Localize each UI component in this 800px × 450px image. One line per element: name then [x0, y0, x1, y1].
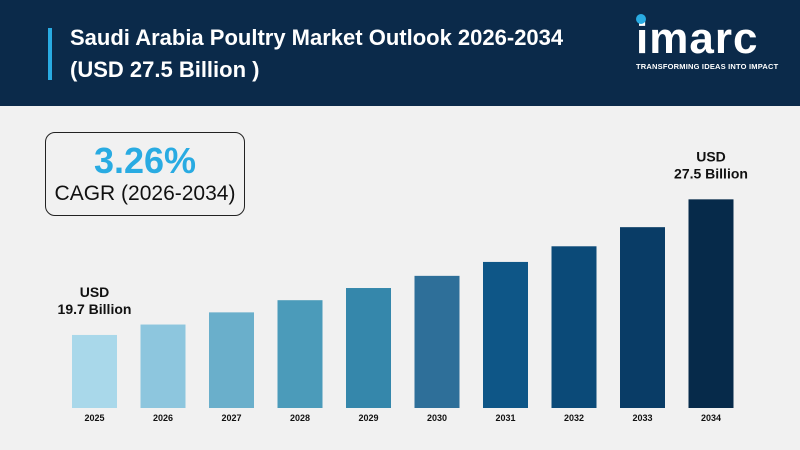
- cagr-label: CAGR (2026-2034): [54, 182, 236, 205]
- x-tick-2031: 2031: [495, 413, 515, 423]
- annotation-2025-line2: 19.7 Billion: [58, 301, 132, 317]
- x-tick-2030: 2030: [427, 413, 447, 423]
- x-tick-2026: 2026: [153, 413, 173, 423]
- annotation-2034-line2: 27.5 Billion: [674, 165, 748, 181]
- bar-2034: [688, 199, 734, 408]
- annotation-2034-line1: USD: [696, 148, 726, 164]
- cagr-value: 3.26%: [93, 140, 197, 181]
- bar-2025: [72, 334, 117, 408]
- bar-2030: [414, 275, 460, 408]
- x-tick-2027: 2027: [221, 413, 241, 423]
- title-line-1: Saudi Arabia Poultry Market Outlook 2026…: [70, 25, 564, 50]
- bar-2031: [483, 261, 528, 408]
- x-tick-2034: 2034: [701, 413, 721, 423]
- title-line-2: (USD 27.5 Billion ): [70, 57, 260, 82]
- bar-2029: [346, 288, 391, 408]
- logo-dot-icon: [636, 14, 646, 24]
- x-tick-2025: 2025: [84, 413, 104, 423]
- x-tick-2033: 2033: [632, 413, 652, 423]
- bar-2027: [209, 312, 254, 408]
- x-tick-2028: 2028: [290, 413, 310, 423]
- logo-tagline: TRANSFORMING IDEAS INTO IMPACT: [636, 62, 779, 71]
- bar-2033: [620, 227, 665, 408]
- page-title: Saudi Arabia Poultry Market Outlook 2026…: [70, 22, 563, 86]
- logo-wordmark: imarc: [636, 14, 759, 63]
- title-accent-bar: [48, 28, 52, 80]
- header-banner: Saudi Arabia Poultry Market Outlook 2026…: [0, 0, 800, 106]
- cagr-box: 3.26% CAGR (2026-2034): [45, 132, 245, 216]
- x-tick-2029: 2029: [358, 413, 378, 423]
- annotation-2025-line1: USD: [80, 284, 110, 300]
- bar-2032: [551, 246, 597, 408]
- imarc-logo: imarc TRANSFORMING IDEAS INTO IMPACT: [622, 14, 782, 74]
- x-tick-2032: 2032: [564, 413, 584, 423]
- bar-2026: [140, 324, 186, 408]
- bar-2028: [277, 300, 323, 408]
